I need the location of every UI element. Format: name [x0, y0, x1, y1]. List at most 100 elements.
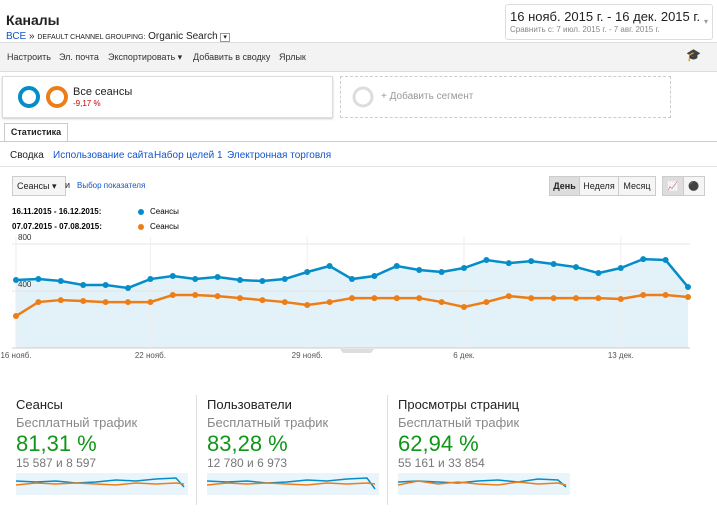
point — [483, 257, 490, 264]
point — [528, 295, 535, 302]
subtab[interactable]: Электронная торговля — [227, 150, 332, 161]
resize-handle — [340, 349, 374, 353]
toolbar-button[interactable]: Экспортировать ▾ — [108, 52, 183, 62]
point — [461, 303, 467, 310]
scorecard: Сеансы Бесплатный трафик 81,31 % 15 587 … — [16, 395, 196, 505]
icon — [352, 86, 374, 108]
point — [573, 295, 579, 302]
metric-select[interactable]: Сеансы ▾ — [12, 176, 66, 196]
point — [169, 272, 176, 279]
sparkline — [398, 473, 570, 495]
point — [281, 276, 288, 283]
choose-metric[interactable]: Выбор показателя — [77, 181, 146, 190]
scorecard-title: Просмотры страниц — [398, 397, 520, 412]
divider — [196, 395, 197, 505]
motion-chart-button[interactable]: ⚫ — [683, 176, 705, 196]
x-tick-label: 22 нояб. — [135, 351, 166, 360]
period-button[interactable]: Неделя — [579, 176, 619, 196]
point — [550, 295, 557, 302]
add-segment-label: + Добавить сегмент — [381, 91, 474, 102]
chart: 16.11.2015 - 16.12.2015: Сеансы 07.07.2015… — [0, 207, 692, 360]
divider — [0, 166, 717, 167]
period-button[interactable]: Месяц — [618, 176, 656, 196]
sparkline — [207, 473, 379, 495]
point — [57, 297, 64, 304]
point — [483, 299, 490, 306]
point — [595, 295, 602, 302]
scorecard-counts: 15 587 и 8 597 — [16, 456, 97, 470]
point — [304, 301, 311, 308]
scorecard-percent: 83,28 % — [207, 431, 288, 456]
page-title: Каналы — [6, 12, 60, 28]
compare-label: Сравнить с: — [510, 25, 555, 34]
scorecard: Пользователи Бесплатный трафик 83,28 % 1… — [207, 395, 387, 505]
point — [461, 265, 467, 272]
point — [550, 261, 557, 268]
point — [35, 276, 42, 283]
legend-marker — [138, 209, 144, 215]
segment-icons — [18, 86, 68, 108]
scorecard-percent: 62,94 % — [398, 431, 479, 456]
grouping: DEFAULT CHANNEL GROUPING: — [37, 34, 146, 41]
point — [371, 295, 378, 302]
point — [125, 284, 131, 291]
segment-card[interactable]: Все сеансы -9,17 % — [2, 76, 333, 118]
point — [617, 296, 624, 303]
point — [281, 299, 288, 306]
legend-marker — [138, 224, 144, 230]
point — [80, 282, 87, 289]
toolbar-button[interactable]: Ярлык — [279, 52, 306, 62]
point — [685, 284, 691, 291]
point — [349, 295, 355, 302]
scorecard-title: Сеансы — [16, 397, 63, 412]
segment-name: Все сеансы — [73, 86, 133, 98]
point — [528, 258, 535, 265]
point — [169, 292, 176, 299]
point — [640, 292, 647, 299]
label: Сеансы — [17, 181, 50, 191]
point — [304, 268, 311, 275]
x-tick-label: 13 дек. — [608, 351, 634, 360]
legend-label: Сеансы — [150, 207, 179, 216]
toolbar — [0, 42, 717, 72]
sparkline — [16, 473, 188, 495]
breadcrumb-link[interactable]: ВСЕ — [6, 31, 27, 42]
tab[interactable]: Статистика — [4, 123, 68, 142]
scorecard-counts: 55 161 и 33 854 — [398, 456, 485, 470]
point — [505, 293, 512, 300]
icon — [46, 86, 68, 108]
scorecard-counts: 12 780 и 6 973 — [207, 456, 288, 470]
subtab[interactable]: Сводка — [10, 150, 44, 161]
label: Экспортировать — [108, 52, 176, 62]
point — [349, 276, 355, 283]
area — [16, 259, 688, 348]
legend-label: Сеансы — [150, 222, 179, 231]
y-tick-label: 800 — [18, 233, 32, 242]
point — [13, 313, 19, 320]
point — [147, 299, 154, 306]
line-chart-button[interactable]: 📈 — [662, 176, 684, 196]
dropdown[interactable]: ▾ — [220, 33, 230, 42]
subtab[interactable]: Набор целей 1 — [154, 150, 223, 161]
legend-period: 07.07.2015 - 07.08.2015: — [12, 222, 102, 231]
scorecard-subtitle: Бесплатный трафик — [207, 415, 329, 430]
subtab[interactable]: Использование сайта — [53, 150, 154, 161]
scorecard: Просмотры страниц Бесплатный трафик 62,9… — [398, 395, 578, 505]
date-picker[interactable]: 16 нояб. 2015 г. - 16 дек. 2015 г. Сравн… — [505, 4, 713, 40]
point — [416, 267, 423, 274]
point — [326, 299, 333, 306]
point — [640, 256, 647, 263]
toolbar-button[interactable]: Настроить — [7, 52, 51, 62]
icon — [18, 86, 40, 108]
point — [662, 257, 669, 264]
toolbar-button[interactable]: Добавить в сводку — [193, 52, 271, 62]
hat-icon[interactable]: 🎓 — [686, 48, 701, 62]
point — [147, 276, 154, 283]
period-button[interactable]: День — [549, 176, 580, 196]
point — [662, 292, 669, 299]
segment-change: -9,17 % — [73, 99, 101, 108]
add-segment[interactable]: + Добавить сегмент — [340, 76, 671, 118]
toolbar-button[interactable]: Эл. почта — [59, 52, 99, 62]
